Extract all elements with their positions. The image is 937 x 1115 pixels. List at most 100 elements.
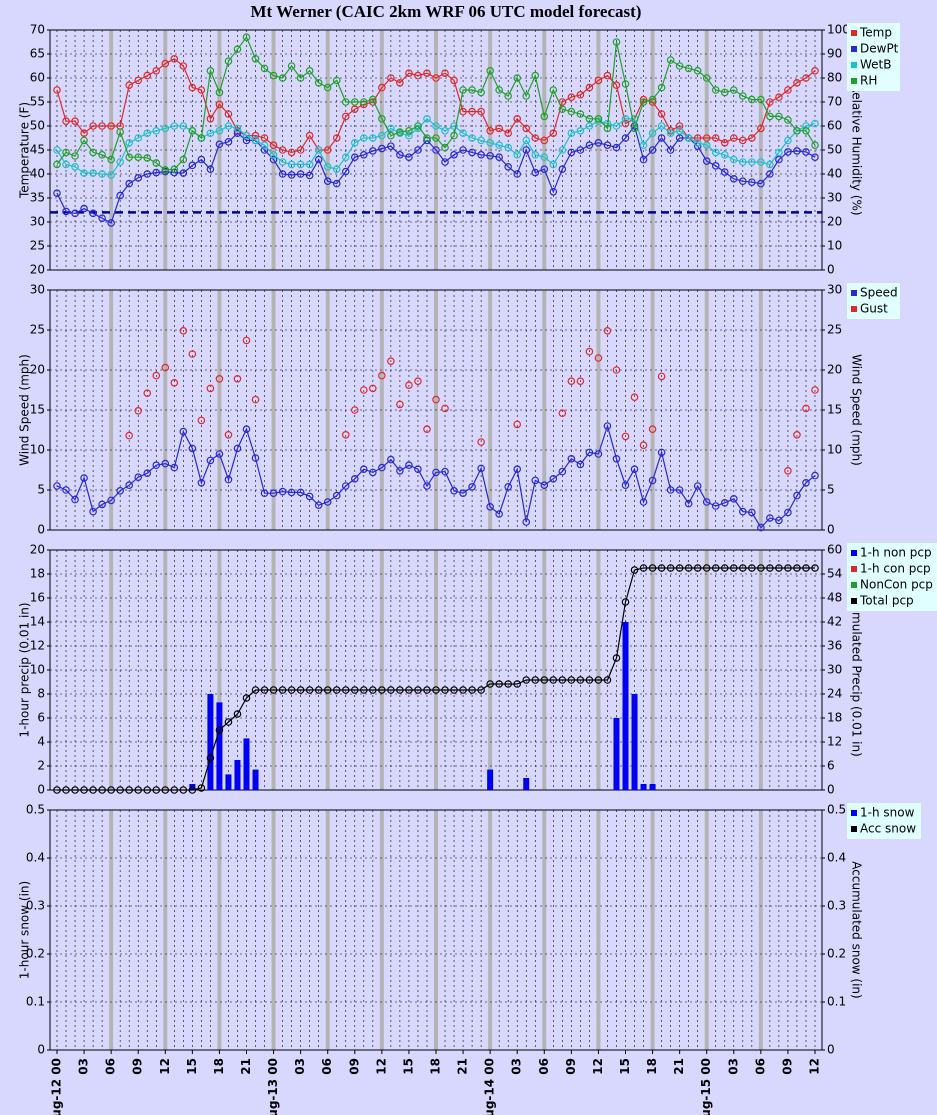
data-point [89, 169, 97, 177]
data-point [495, 153, 503, 162]
data-point [811, 141, 819, 150]
data-point [757, 523, 765, 532]
data-point [811, 67, 819, 75]
data-point [98, 500, 106, 509]
legend-label: WetB [860, 58, 891, 72]
data-point [748, 564, 756, 572]
data-point [369, 134, 377, 142]
data-point [242, 694, 251, 702]
data-point [62, 160, 70, 169]
data-point [693, 564, 702, 572]
data-point [215, 100, 224, 109]
data-point [414, 146, 422, 154]
data-point [341, 112, 350, 121]
data-point [143, 389, 152, 398]
data-point [504, 163, 512, 171]
data-point [143, 170, 152, 178]
y2-tick-label: 0 [827, 263, 835, 277]
y-axis-label: 1-hour snow (in) [18, 881, 32, 979]
data-point [477, 88, 485, 97]
data-point [314, 146, 323, 154]
data-point [143, 469, 152, 478]
data-point [287, 171, 296, 179]
data-point [739, 158, 747, 166]
series-line [56, 117, 816, 176]
x-tick-label: 18 [645, 1058, 659, 1075]
x-tick-label: Aug-13 00 [266, 1058, 280, 1115]
y-tick-label: 0.1 [26, 995, 45, 1009]
data-point [775, 564, 783, 572]
data-point [287, 160, 296, 169]
bar [234, 760, 241, 790]
data-point [107, 155, 115, 164]
data-point [702, 498, 711, 506]
data-point [378, 83, 386, 92]
y2-tick-label: 25 [827, 323, 842, 337]
data-point [513, 420, 522, 429]
data-point [757, 179, 765, 188]
data-point [332, 165, 341, 174]
data-point [432, 146, 440, 154]
data-point [350, 139, 359, 147]
data-point [720, 139, 729, 147]
data-point [459, 107, 467, 116]
data-point [224, 122, 233, 130]
data-point [603, 141, 612, 150]
data-point [233, 710, 242, 718]
y2-tick-label: 10 [827, 443, 842, 457]
data-point [188, 444, 197, 453]
data-point [702, 134, 711, 142]
data-point [116, 786, 124, 794]
data-point [729, 86, 738, 94]
series-line [56, 36, 816, 171]
data-point [396, 686, 404, 694]
plot-frame [49, 549, 823, 791]
data-point [134, 174, 143, 182]
data-point [612, 454, 621, 463]
data-point [775, 112, 783, 121]
y-tick-label: 45 [30, 143, 45, 157]
data-point [775, 516, 783, 525]
data-point [305, 67, 314, 75]
data-point [332, 76, 341, 85]
data-point [576, 91, 585, 99]
data-point [432, 134, 440, 142]
data-point [332, 686, 341, 694]
x-tick-label: 09 [347, 1058, 361, 1075]
data-point [603, 676, 612, 684]
data-point [369, 384, 377, 393]
y-tick-label: 6 [37, 711, 45, 725]
legend-box [847, 803, 921, 839]
data-point [62, 117, 70, 126]
data-point [711, 148, 720, 157]
data-point [125, 153, 133, 162]
y2-tick-label: 48 [827, 591, 842, 605]
data-point [396, 151, 404, 159]
x-tick-label: 12 [374, 1058, 388, 1075]
y2-tick-label: 0.5 [827, 803, 846, 817]
data-point [459, 686, 467, 694]
data-point [477, 107, 485, 116]
data-point [188, 83, 197, 92]
data-point [811, 471, 819, 480]
data-point [260, 134, 269, 142]
data-point [585, 448, 594, 457]
data-point [314, 155, 323, 164]
data-point [711, 502, 720, 510]
data-point [567, 148, 576, 157]
data-point [693, 134, 702, 142]
data-point [53, 146, 61, 154]
data-point [215, 726, 224, 734]
x-tick-label: 09 [564, 1058, 578, 1075]
data-point [296, 488, 305, 497]
x-tick-label: 03 [77, 1058, 91, 1075]
data-point [486, 151, 494, 160]
data-point [540, 136, 549, 145]
data-point [675, 122, 684, 130]
data-point [784, 136, 792, 145]
data-point [802, 127, 810, 135]
legend-label: 1-h non pcp [860, 546, 932, 560]
legend-swatch [851, 290, 857, 296]
data-point [152, 127, 161, 135]
data-point [477, 438, 485, 446]
